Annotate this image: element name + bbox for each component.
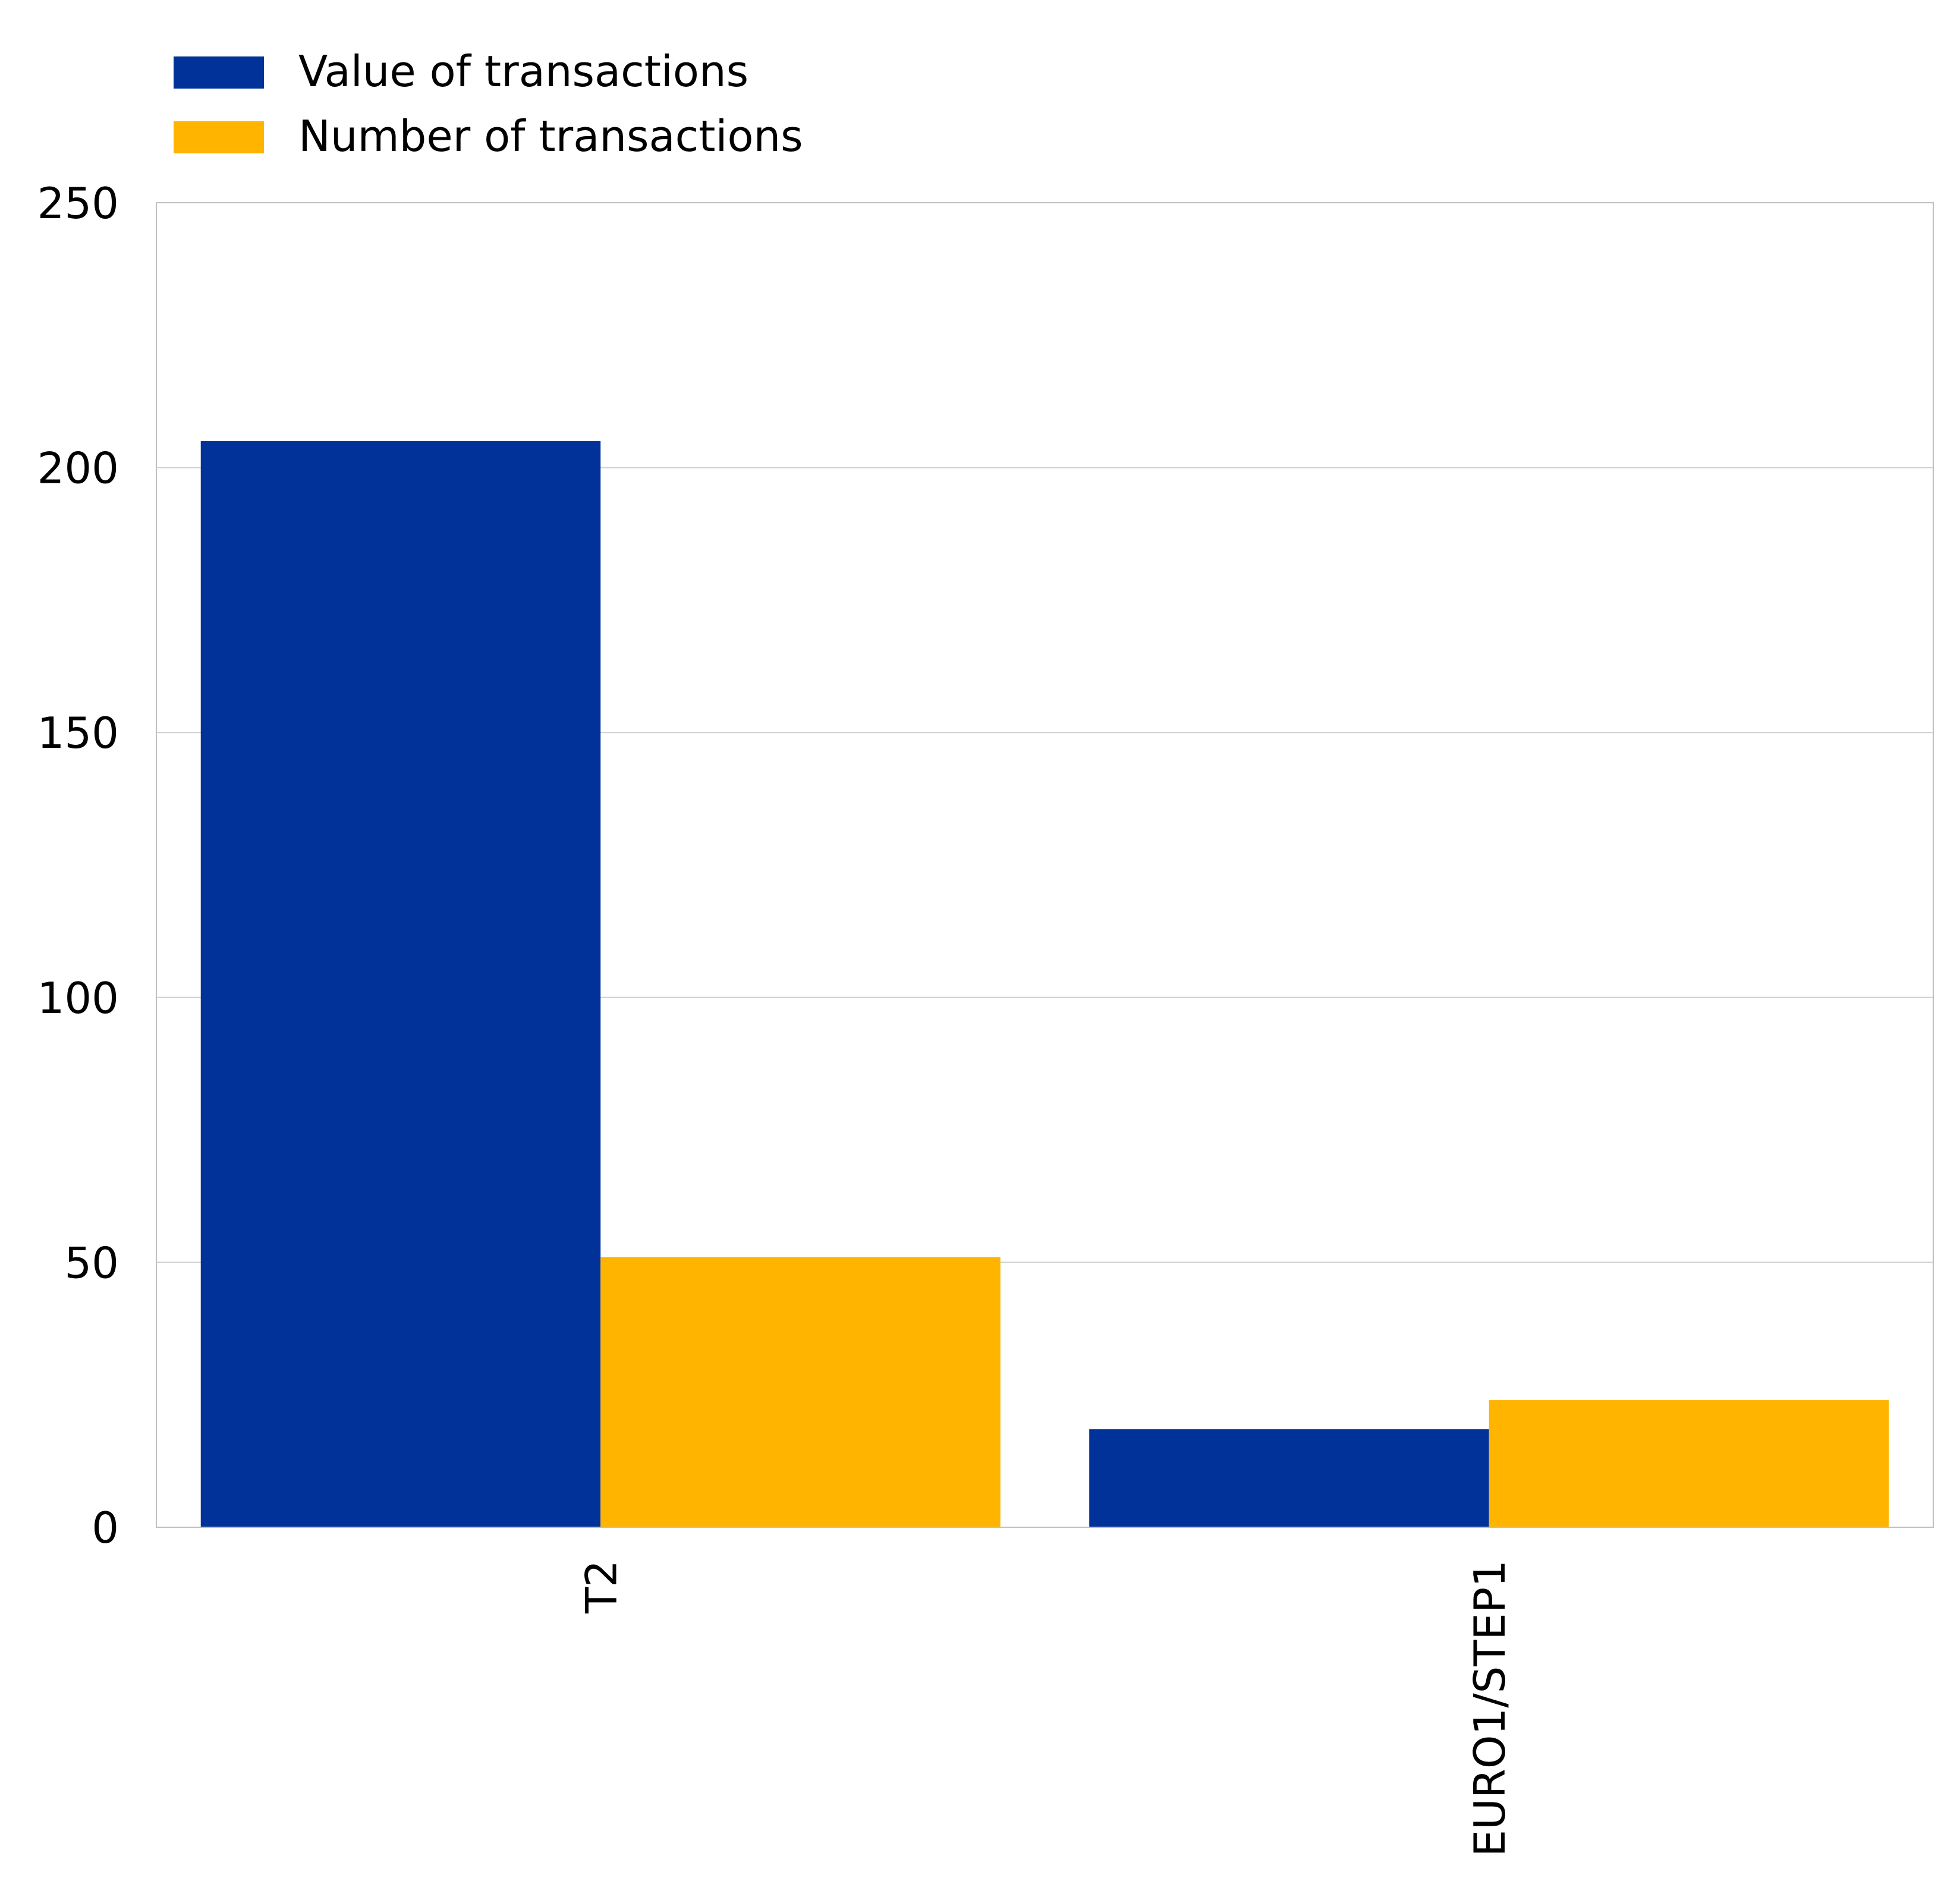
y-tick-label-200: 200 xyxy=(37,443,119,493)
legend: Value of transactions Number of transact… xyxy=(174,46,803,161)
plot-frame xyxy=(156,202,1934,1528)
y-tick-label-150: 150 xyxy=(37,708,119,758)
y-tick-label-100: 100 xyxy=(37,973,119,1023)
bar-t2-value-of-transactions xyxy=(200,441,601,1527)
plot-border xyxy=(156,202,1934,1528)
bar-euro1-step1-value-of-transactions xyxy=(1089,1429,1489,1527)
x-axis: T2 EURO1/STEP1 xyxy=(576,1560,1515,1857)
x-tick-label-t2: T2 xyxy=(576,1560,626,1614)
bar-t2-number-of-transactions xyxy=(600,1257,1001,1527)
bar-euro1-step1-number-of-transactions xyxy=(1489,1400,1889,1527)
bars xyxy=(200,441,1889,1527)
y-tick-label-0: 0 xyxy=(92,1503,119,1553)
y-tick-label-250: 250 xyxy=(37,178,119,228)
legend-label-number: Number of transactions xyxy=(298,111,803,161)
legend-swatch-number xyxy=(174,121,264,153)
y-tick-label-50: 50 xyxy=(64,1238,119,1288)
x-tick-label-euro1-step1: EURO1/STEP1 xyxy=(1465,1560,1515,1857)
legend-label-value: Value of transactions xyxy=(298,46,748,96)
y-axis: 0 50 100 150 200 250 xyxy=(37,178,119,1553)
legend-swatch-value xyxy=(174,56,264,89)
